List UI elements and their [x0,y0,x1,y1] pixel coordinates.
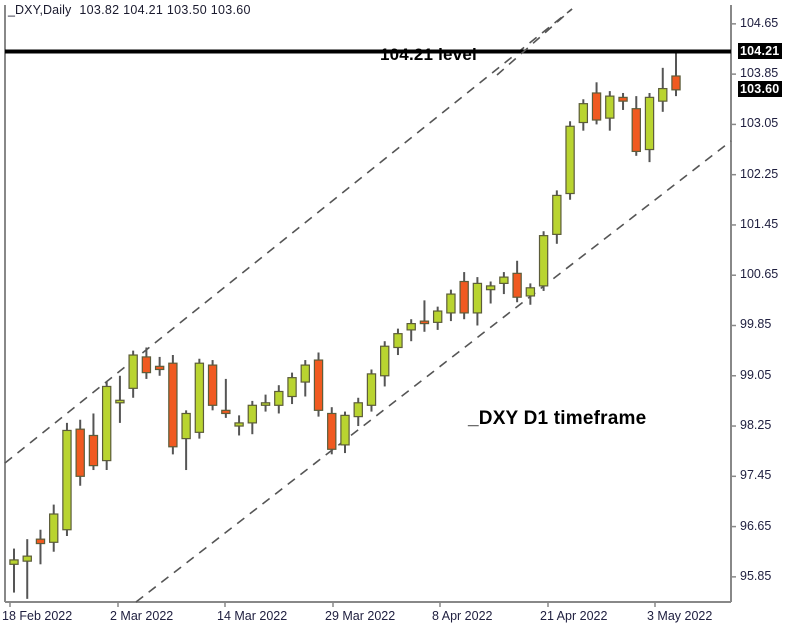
price-tick-label: 104.65 [740,15,779,30]
candle[interactable] [432,306,443,330]
candle[interactable] [406,319,416,342]
candle[interactable] [221,378,231,418]
price-tick-label: 99.85 [740,317,772,332]
candle[interactable] [141,347,152,379]
price-tag-103-60[interactable]: 103.60 [738,80,783,97]
axis-ticks [9,23,736,607]
candle[interactable] [459,272,469,320]
candle[interactable] [207,360,218,411]
candle[interactable] [446,289,456,322]
candle[interactable] [115,375,125,423]
candle[interactable] [49,504,59,552]
candle[interactable] [327,407,337,455]
candle[interactable] [194,358,205,439]
price-tick-label: 95.85 [740,568,772,583]
candle[interactable] [101,382,112,471]
candle[interactable] [75,419,85,486]
annotation-level: 104.21 level [380,45,477,64]
candle[interactable] [631,96,641,156]
candle[interactable] [22,539,32,599]
price-tick-label: 98.25 [740,418,772,433]
candle[interactable] [578,99,589,131]
candle[interactable] [313,352,324,417]
candle[interactable] [168,355,178,455]
price-tick-label: 103.85 [740,66,779,81]
candle[interactable] [366,369,377,412]
candle[interactable] [419,300,430,332]
annotation-pointers [496,8,573,76]
price-tick-label: 100.65 [740,267,779,282]
candle[interactable] [35,529,46,565]
price-tick-label: 101.45 [740,216,779,231]
price-tick-label: 103.05 [740,116,779,131]
candle[interactable] [274,385,284,414]
candle[interactable] [287,372,297,405]
candle[interactable] [525,283,536,305]
candle[interactable] [181,410,191,471]
candle[interactable] [552,190,562,244]
candle[interactable] [472,277,483,326]
price-tick-label: 96.65 [740,518,772,533]
trendlines [4,8,732,603]
price-tick-label: 102.25 [740,166,779,181]
candle[interactable] [565,121,575,200]
candle[interactable] [512,260,522,303]
price-tag-104-21[interactable]: 104.21 [738,42,783,59]
candle-series [9,51,681,599]
candle[interactable] [9,548,19,593]
candle[interactable] [605,91,615,131]
candle[interactable] [591,82,602,125]
candle[interactable] [62,422,72,537]
candle[interactable] [247,400,258,435]
candle[interactable] [618,92,628,110]
date-tick-label: 2 Mar 2022 [110,609,174,623]
annotation-pointer [496,8,573,76]
candle[interactable] [499,272,509,295]
annotation-timeframe: _DXY D1 timeframe [468,408,647,429]
price-tick-label: 97.45 [740,468,772,483]
ohlc-values: 103.82 104.21 103.50 103.60 [79,3,251,17]
candle[interactable] [485,281,496,304]
candle[interactable] [644,92,655,163]
date-tick-label: 3 May 2022 [647,609,713,623]
date-tick-label: 8 Apr 2022 [432,609,493,623]
trendline-lower-channel[interactable] [135,140,732,603]
candle[interactable] [671,51,681,97]
candle[interactable] [128,350,138,398]
date-tick-label: 21 Apr 2022 [540,609,608,623]
symbol-label: _DXY,Daily [8,3,72,17]
price-tick-label: 99.05 [740,367,772,382]
candle[interactable] [353,397,363,427]
plot-frame [4,5,732,603]
quote-header: _DXY,Daily 103.82 104.21 103.50 103.60 [8,3,251,17]
candle[interactable] [260,394,271,412]
candle[interactable] [234,415,244,436]
date-tick-label: 14 Mar 2022 [217,609,288,623]
candle[interactable] [154,356,165,376]
date-tick-label: 18 Feb 2022 [2,609,73,623]
candle[interactable] [393,328,403,356]
candle[interactable] [88,413,99,471]
candle[interactable] [538,231,549,291]
candle[interactable] [340,411,350,454]
candle[interactable] [380,341,390,387]
candle[interactable] [300,360,310,397]
candle[interactable] [658,67,668,112]
date-tick-label: 29 Mar 2022 [325,609,396,623]
